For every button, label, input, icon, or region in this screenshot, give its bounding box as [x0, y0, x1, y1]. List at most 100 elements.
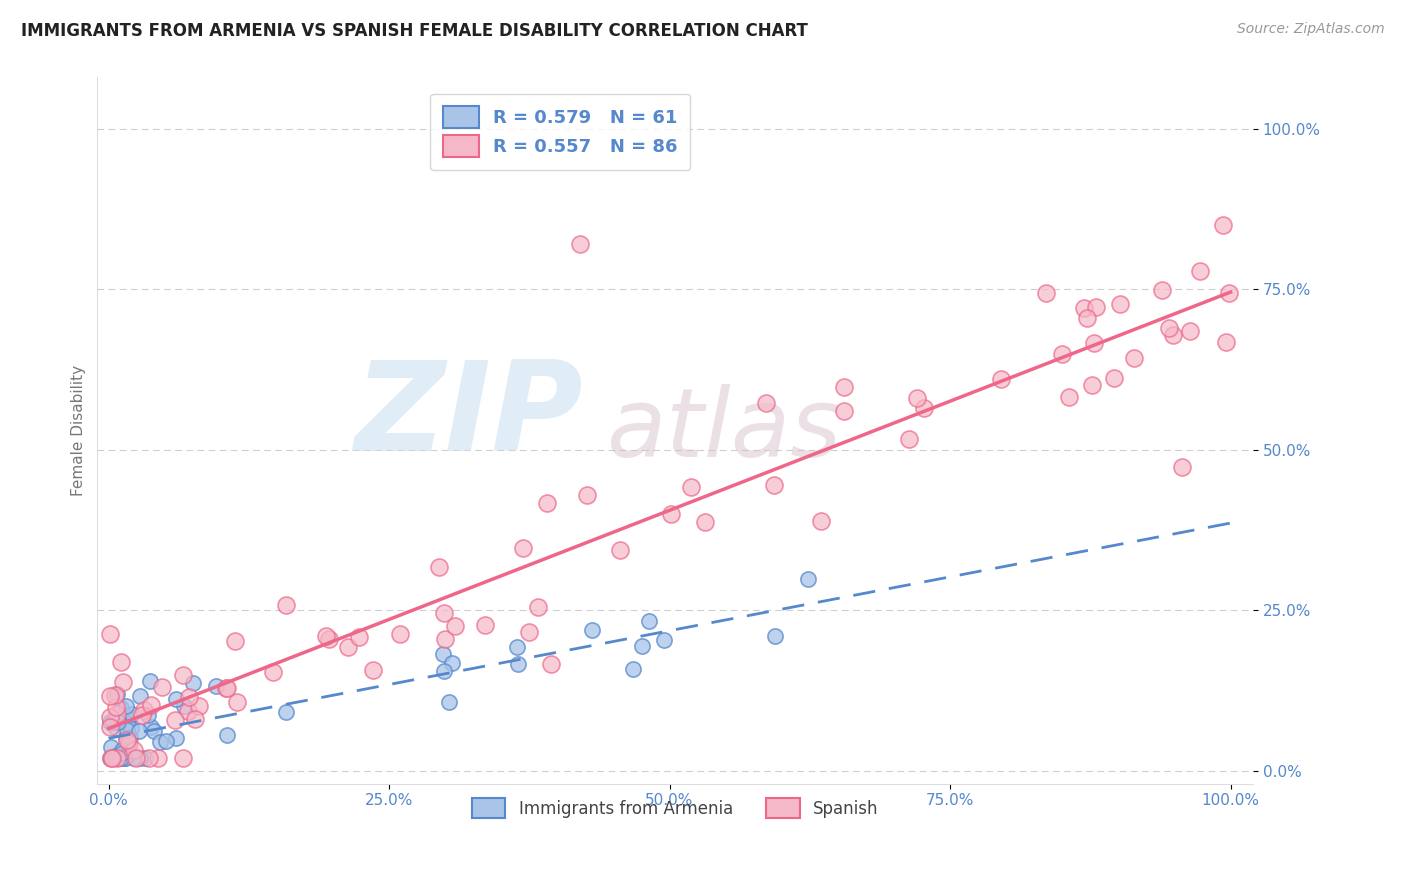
Point	[432, 647, 454, 661]
Y-axis label: Female Disability: Female Disability	[72, 365, 86, 496]
Point	[1052, 346, 1074, 360]
Point	[427, 559, 450, 574]
Point	[98, 627, 121, 641]
Point	[437, 695, 460, 709]
Point	[797, 572, 820, 586]
Point	[568, 237, 591, 252]
Point	[1073, 301, 1095, 316]
Point	[98, 689, 121, 703]
Point	[440, 656, 463, 670]
Point	[114, 707, 136, 722]
Point	[1076, 311, 1098, 326]
Point	[100, 751, 122, 765]
Point	[115, 732, 138, 747]
Point	[181, 675, 204, 690]
Point	[98, 715, 121, 730]
Point	[1081, 378, 1104, 392]
Point	[315, 629, 337, 643]
Point	[118, 736, 141, 750]
Point	[105, 687, 128, 701]
Point	[107, 751, 129, 765]
Point	[98, 710, 121, 724]
Point	[165, 691, 187, 706]
Text: atlas: atlas	[606, 384, 841, 477]
Point	[100, 740, 122, 755]
Point	[1122, 351, 1144, 365]
Point	[1180, 324, 1202, 338]
Point	[118, 737, 141, 751]
Point	[98, 720, 121, 734]
Point	[184, 712, 207, 726]
Point	[104, 688, 127, 702]
Point	[114, 751, 136, 765]
Point	[361, 663, 384, 677]
Point	[100, 751, 122, 765]
Point	[128, 689, 150, 703]
Point	[990, 372, 1012, 386]
Point	[146, 751, 169, 765]
Point	[347, 630, 370, 644]
Point	[128, 724, 150, 739]
Point	[129, 751, 152, 765]
Point	[172, 668, 194, 682]
Point	[433, 607, 456, 621]
Point	[108, 751, 131, 765]
Point	[693, 515, 716, 529]
Point	[122, 743, 145, 757]
Point	[1057, 390, 1080, 404]
Point	[318, 632, 340, 646]
Point	[172, 751, 194, 765]
Point	[1161, 328, 1184, 343]
Point	[832, 404, 855, 418]
Point	[433, 664, 456, 678]
Point	[652, 632, 675, 647]
Point	[139, 698, 162, 712]
Point	[526, 600, 548, 615]
Point	[679, 480, 702, 494]
Point	[609, 542, 631, 557]
Point	[512, 541, 534, 555]
Point	[115, 723, 138, 737]
Point	[110, 700, 132, 714]
Point	[336, 640, 359, 654]
Point	[810, 514, 832, 528]
Point	[262, 665, 284, 680]
Text: ZIP: ZIP	[354, 356, 582, 477]
Point	[1189, 264, 1212, 278]
Point	[165, 731, 187, 746]
Point	[1035, 285, 1057, 300]
Point	[1083, 335, 1105, 350]
Point	[125, 751, 148, 765]
Point	[540, 657, 562, 671]
Point	[131, 707, 153, 722]
Point	[1085, 300, 1108, 314]
Point	[832, 380, 855, 394]
Point	[1102, 371, 1125, 385]
Point	[117, 738, 139, 752]
Point	[1218, 285, 1240, 300]
Point	[111, 751, 134, 765]
Point	[134, 703, 156, 717]
Point	[631, 639, 654, 653]
Point	[110, 747, 132, 761]
Point	[112, 674, 135, 689]
Point	[621, 662, 644, 676]
Point	[107, 715, 129, 730]
Point	[575, 488, 598, 502]
Point	[100, 751, 122, 765]
Point	[581, 623, 603, 637]
Point	[177, 705, 200, 719]
Point	[638, 614, 661, 628]
Point	[187, 698, 209, 713]
Point	[114, 751, 136, 765]
Point	[110, 751, 132, 765]
Point	[120, 721, 142, 735]
Point	[111, 743, 134, 757]
Point	[1152, 283, 1174, 297]
Point	[139, 720, 162, 734]
Point	[897, 432, 920, 446]
Point	[163, 713, 186, 727]
Point	[215, 728, 238, 742]
Point	[121, 706, 143, 721]
Legend: Immigrants from Armenia, Spanish: Immigrants from Armenia, Spanish	[465, 791, 884, 825]
